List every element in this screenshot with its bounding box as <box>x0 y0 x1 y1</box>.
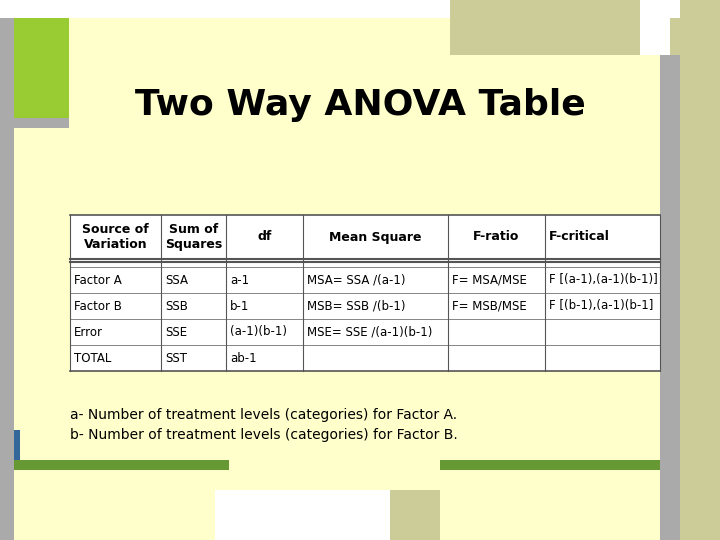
Bar <box>14 118 69 128</box>
Text: (a-1)(b-1): (a-1)(b-1) <box>230 326 287 339</box>
Text: Error: Error <box>74 326 103 339</box>
Text: a- Number of treatment levels (categories) for Factor A.: a- Number of treatment levels (categorie… <box>70 408 457 422</box>
Text: SSB: SSB <box>166 300 189 313</box>
Text: b-1: b-1 <box>230 300 250 313</box>
Bar <box>660 55 680 540</box>
Text: Two Way ANOVA Table: Two Way ANOVA Table <box>135 88 585 122</box>
Bar <box>70 215 660 371</box>
Text: ab-1: ab-1 <box>230 352 257 365</box>
Text: TOTAL: TOTAL <box>74 352 112 365</box>
Text: F [(a-1),(a-1)(b-1)]: F [(a-1),(a-1)(b-1)] <box>549 273 657 287</box>
Text: SST: SST <box>166 352 187 365</box>
Bar <box>440 460 660 470</box>
Text: MSB= SSB /(b-1): MSB= SSB /(b-1) <box>307 300 405 313</box>
Text: df: df <box>258 231 272 244</box>
Text: F-ratio: F-ratio <box>473 231 519 244</box>
Text: F= MSA/MSE: F= MSA/MSE <box>451 273 526 287</box>
Text: Mean Square: Mean Square <box>329 231 422 244</box>
Text: b- Number of treatment levels (categories) for Factor B.: b- Number of treatment levels (categorie… <box>70 428 458 442</box>
Text: Factor A: Factor A <box>74 273 122 287</box>
Text: F-critical: F-critical <box>549 231 610 244</box>
Bar <box>14 18 69 118</box>
Text: F [(b-1),(a-1)(b-1]: F [(b-1),(a-1)(b-1] <box>549 300 653 313</box>
Bar <box>640 0 720 18</box>
Bar <box>215 490 390 540</box>
Bar <box>14 460 229 470</box>
Text: a-1: a-1 <box>230 273 249 287</box>
Text: MSE= SSE /(a-1)(b-1): MSE= SSE /(a-1)(b-1) <box>307 326 433 339</box>
Text: Source of
Variation: Source of Variation <box>82 223 149 251</box>
Bar <box>0 18 14 540</box>
Bar <box>0 0 720 18</box>
Text: F= MSB/MSE: F= MSB/MSE <box>451 300 526 313</box>
Text: SSA: SSA <box>166 273 189 287</box>
Bar <box>0 18 14 198</box>
Bar <box>450 0 720 55</box>
Bar <box>680 0 720 540</box>
Bar <box>390 490 440 540</box>
Text: SSE: SSE <box>166 326 188 339</box>
Text: Sum of
Squares: Sum of Squares <box>166 223 222 251</box>
Text: MSA= SSA /(a-1): MSA= SSA /(a-1) <box>307 273 405 287</box>
Bar <box>14 430 20 460</box>
Bar <box>640 18 670 55</box>
Text: Factor B: Factor B <box>74 300 122 313</box>
